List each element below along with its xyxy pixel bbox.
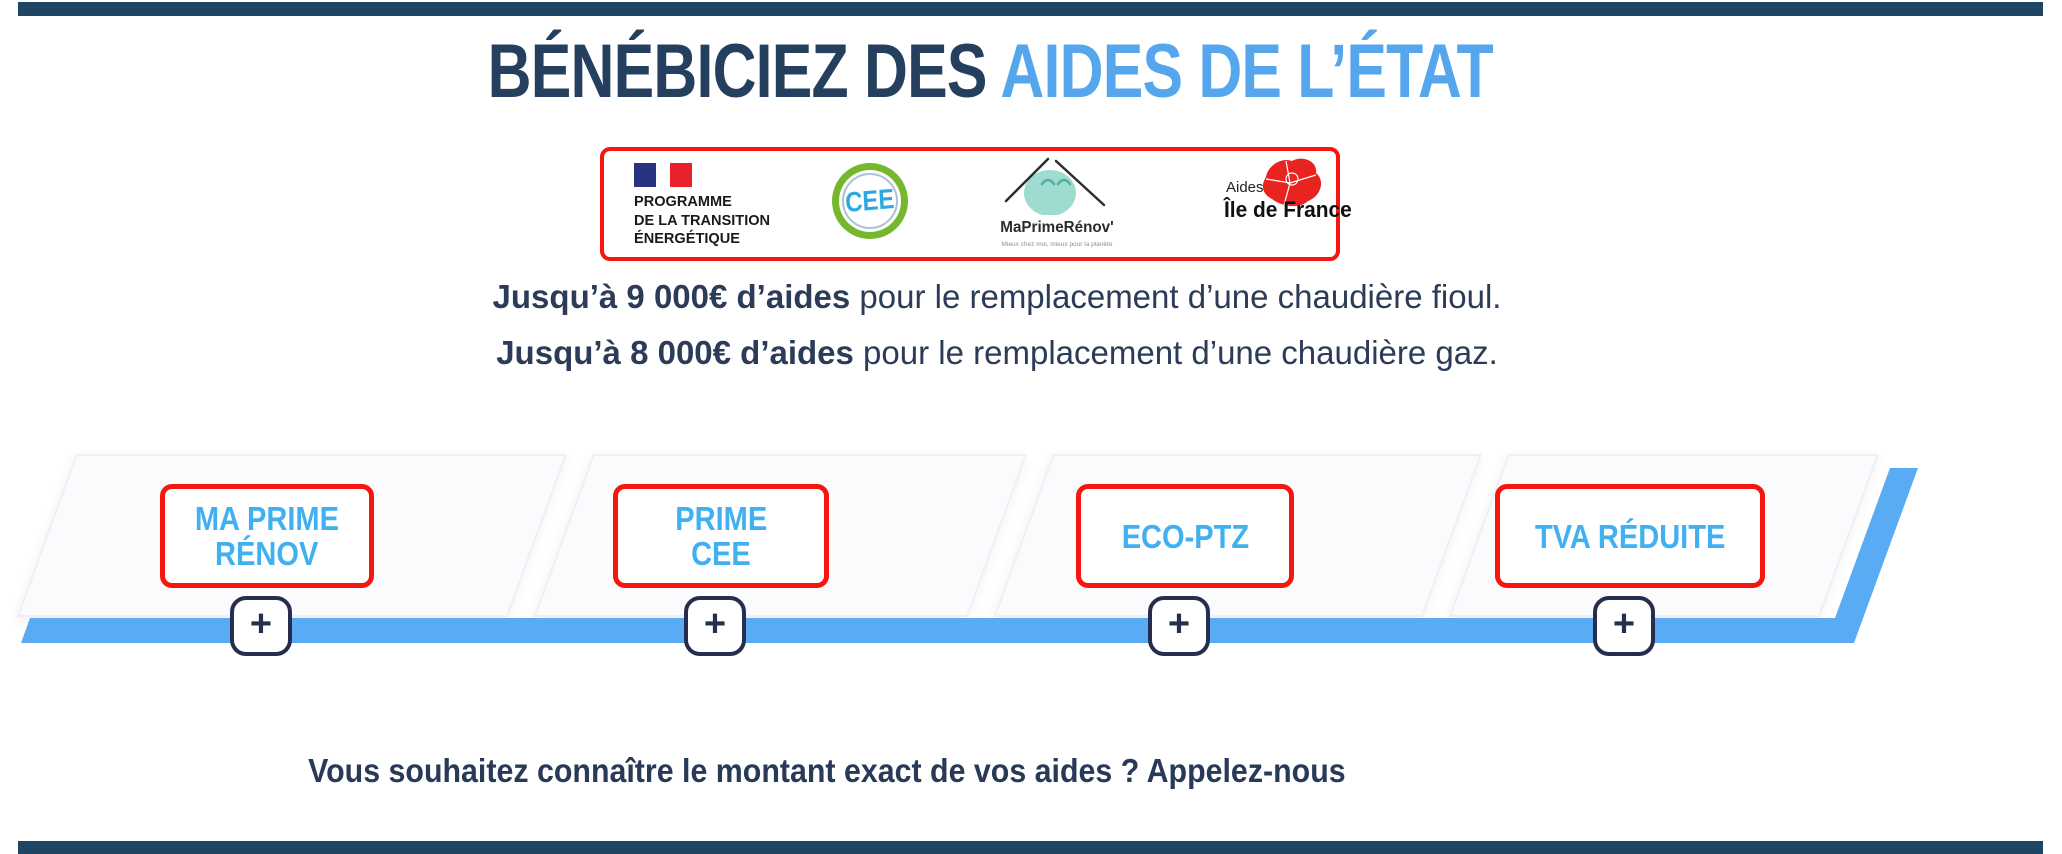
top-bar [18, 2, 2043, 16]
aid-amount-rest: pour le remplacement d’une chaudière gaz… [853, 334, 1498, 371]
flag-red-square [670, 163, 692, 187]
aid-card-label: TVA RÉDUITE [1534, 517, 1726, 555]
logo-maprimerenov: MaPrimeRénov' Mieux chez moi, mieux pour… [992, 155, 1122, 255]
aid-card-label: MA PRIME [194, 500, 340, 537]
aid-card-label: RÉNOV [215, 535, 319, 572]
partner-logos-box: PROGRAMME DE LA TRANSITION ÉNERGÉTIQUE C… [600, 147, 1352, 261]
title-part-navy: BÉNÉBICIEZ DES [487, 29, 1001, 114]
logo-transition-line: PROGRAMME [634, 193, 732, 210]
plus-icon: + [703, 603, 727, 645]
logo-ile-de-france: Aides Île de France [1204, 151, 1352, 257]
logo-transition-line: DE LA TRANSITION [634, 211, 771, 229]
aid-card-label: ECO-PTZ [1121, 517, 1249, 555]
logo-transition-line: ÉNERGÉTIQUE [634, 230, 740, 247]
aid-amount-bold: Jusqu’à 8 000€ d’aides [496, 334, 854, 371]
maprimerenov-house-icon [1004, 157, 1106, 216]
aid-amount-line-fioul: Jusqu’à 9 000€ d’aides pour le remplacem… [0, 278, 1994, 316]
aid-card-prime-cee[interactable]: PRIME CEE [613, 484, 829, 588]
aid-amount-rest: pour le remplacement d’une chaudière fio… [850, 278, 1502, 315]
expand-prime-cee-button[interactable]: + [684, 596, 746, 656]
aid-amount-bold: Jusqu’à 9 000€ d’aides [492, 278, 851, 315]
aid-amount-line-gaz: Jusqu’à 8 000€ d’aides pour le remplacem… [0, 334, 1994, 372]
french-flag-icon [634, 163, 714, 187]
title-part-blue: AIDES DE L’ÉTAT [1000, 29, 1493, 114]
logo-transition-energetique: PROGRAMME DE LA TRANSITION ÉNERGÉTIQUE [634, 193, 770, 249]
aid-card-tva-reduite[interactable]: TVA RÉDUITE [1495, 484, 1765, 588]
plus-icon: + [249, 603, 273, 645]
contact-cta-text: Vous souhaitez connaître le montant exac… [308, 752, 1346, 789]
aid-card-label: CEE [691, 535, 751, 572]
plus-icon: + [1612, 603, 1636, 645]
cee-label: CEE [844, 183, 896, 218]
bottom-bar [18, 841, 2043, 854]
idf-name-label: Île de France [1224, 197, 1352, 222]
flag-blue-square [634, 163, 656, 187]
aid-card-eco-ptz[interactable]: ECO-PTZ [1076, 484, 1294, 588]
aid-card-ma-prime-renov[interactable]: MA PRIME RÉNOV [160, 484, 374, 588]
cee-seal-icon: CEE [832, 163, 908, 239]
maprimerenov-label: MaPrimeRénov' [1000, 219, 1114, 236]
ile-de-france-map-icon [1262, 158, 1322, 207]
aid-card-label: PRIME [675, 500, 767, 537]
expand-eco-ptz-button[interactable]: + [1148, 596, 1210, 656]
expand-tva-reduite-button[interactable]: + [1593, 596, 1655, 656]
maprimerenov-tagline: Mieux chez moi, mieux pour la planète [1001, 241, 1113, 248]
page-title: BÉNÉBICIEZ DES AIDES DE L’ÉTAT [0, 34, 1980, 110]
expand-ma-prime-renov-button[interactable]: + [230, 596, 292, 656]
plus-icon: + [1167, 603, 1191, 645]
idf-aides-label: Aides [1226, 179, 1264, 196]
